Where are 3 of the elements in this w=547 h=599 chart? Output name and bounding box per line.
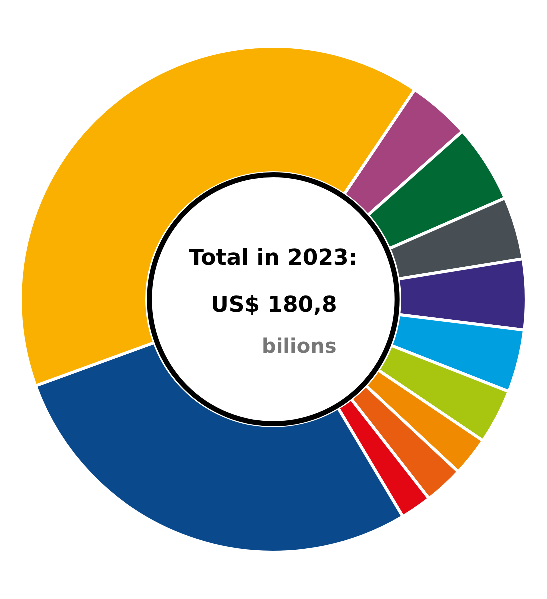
text: US$ 180,8: [211, 293, 338, 318]
text: bilions: [262, 334, 337, 358]
text: Total in 2023:: [189, 246, 358, 271]
